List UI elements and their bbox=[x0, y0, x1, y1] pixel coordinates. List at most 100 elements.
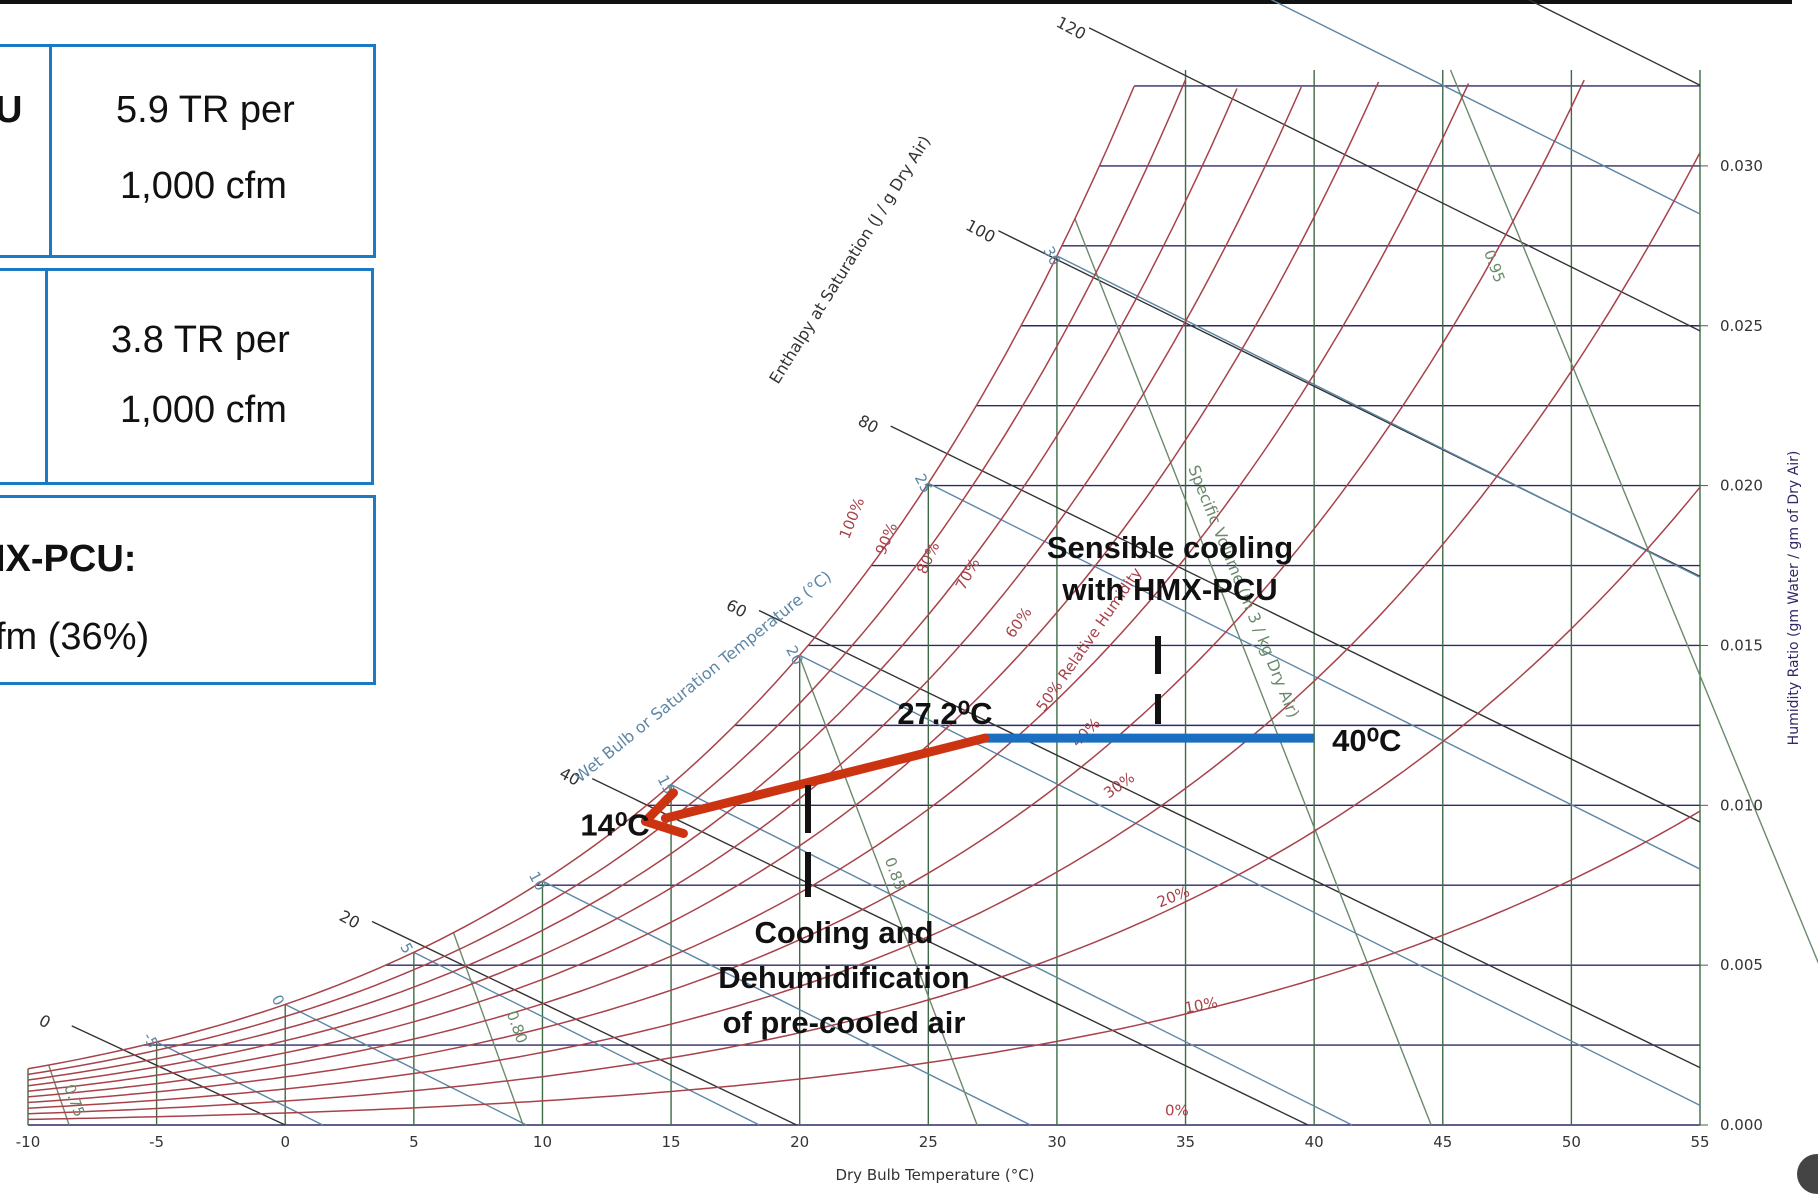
enthalpy-line bbox=[758, 609, 1701, 1069]
specific-volume-line bbox=[47, 1064, 70, 1126]
x-tick-label: 35 bbox=[1176, 1133, 1195, 1151]
x-tick-label: 50 bbox=[1562, 1133, 1581, 1151]
x-tick-label: -5 bbox=[149, 1133, 164, 1151]
specific-volume-line bbox=[452, 932, 524, 1126]
specific-volume-label: 0.85 bbox=[881, 855, 909, 893]
specific-volume-label: 0.95 bbox=[1480, 247, 1508, 285]
x-tick-label: -10 bbox=[16, 1133, 41, 1151]
table-row-1-left-fragment: U bbox=[0, 89, 23, 131]
enthalpy-label: 20 bbox=[336, 906, 363, 932]
specific-volume-lines bbox=[47, 69, 1818, 1126]
enthalpy-line bbox=[1527, 0, 1701, 86]
rh-curve-20 bbox=[27, 486, 1701, 1115]
dry-bulb-grid-lines bbox=[27, 70, 1701, 1125]
specific-volume-line bbox=[798, 655, 978, 1126]
rh-label: 100% bbox=[836, 495, 869, 542]
relative-humidity-curves bbox=[27, 79, 1701, 1121]
axis-ticks: -10 -5 0 5 10 15 20 25 30 35 40 45 50 55 Dry Bulb Temp… bbox=[16, 157, 1802, 1184]
enthalpy-line bbox=[1088, 27, 1701, 332]
table-row-2-divider bbox=[45, 271, 48, 482]
table-row-3-line2: fm (36%) bbox=[0, 616, 150, 658]
corner-decoration bbox=[1797, 1154, 1818, 1194]
rh-curve-40 bbox=[27, 79, 1585, 1104]
y-tick-label: 0.015 bbox=[1720, 636, 1763, 654]
wet-bulb-line bbox=[799, 654, 1701, 1106]
wet-bulb-label: -5 bbox=[139, 1029, 162, 1051]
wet-bulb-line bbox=[1270, 0, 1701, 215]
x-axis-label: Dry Bulb Temperature (°C) bbox=[835, 1166, 1034, 1184]
rh-curve-70 bbox=[27, 86, 1302, 1087]
y-tick-label: 0.025 bbox=[1720, 317, 1763, 335]
table-row-1-divider bbox=[49, 47, 52, 255]
y-tick-label: 0.020 bbox=[1720, 477, 1763, 495]
rh-label: 60% bbox=[1002, 604, 1036, 642]
wet-bulb-line bbox=[413, 951, 760, 1126]
enthalpy-line bbox=[71, 1025, 286, 1126]
sensible-label-line1: Sensible cooling bbox=[1047, 530, 1293, 565]
x-tick-label: 5 bbox=[409, 1133, 419, 1151]
table-row-1-value-line2: 1,000 cfm bbox=[120, 165, 287, 207]
dehum-leader-bar-bottom bbox=[805, 852, 811, 897]
specific-volume-line bbox=[1449, 69, 1818, 964]
table-row-1-value-line1: 5.9 TR per bbox=[116, 89, 295, 131]
rh-label: 90% bbox=[872, 520, 902, 558]
wet-bulb-label: 20 bbox=[782, 643, 807, 668]
enthalpy-line bbox=[591, 777, 1309, 1126]
x-tick-label: 0 bbox=[280, 1133, 290, 1151]
wet-bulb-axis-label: Wet Bulb or Saturation Temperature (°C) bbox=[571, 567, 835, 786]
table-row-2-value-line1: 3.8 TR per bbox=[111, 319, 290, 361]
sensible-leader-bar-top bbox=[1155, 636, 1161, 674]
specific-volume-line bbox=[1074, 218, 1432, 1126]
wet-bulb-lines bbox=[156, 0, 1701, 1126]
x-tick-label: 25 bbox=[919, 1133, 938, 1151]
dehum-leader-bar-top bbox=[805, 785, 811, 833]
dehum-label-line3: of pre-cooled air bbox=[723, 1005, 966, 1040]
dehumidification-arrow-head bbox=[640, 788, 688, 838]
dehum-label-line2: Dehumidification bbox=[718, 960, 969, 995]
rh-label: 70% bbox=[952, 555, 984, 593]
specific-volume-label: 0.80 bbox=[503, 1008, 531, 1046]
rh-curve-50 bbox=[27, 83, 1470, 1098]
top-rule bbox=[0, 0, 1792, 4]
rh-curve-10 bbox=[27, 810, 1701, 1121]
enthalpy-axis-label: Enthalpy at Saturation (J / g Dry Air) bbox=[765, 132, 934, 387]
enthalpy-label: 100 bbox=[963, 216, 999, 247]
y-tick-label: 0.010 bbox=[1720, 796, 1763, 814]
dehumidification-line bbox=[660, 733, 990, 823]
process-lines bbox=[640, 733, 1315, 838]
x-tick-label: 40 bbox=[1305, 1133, 1324, 1151]
y-tick-label: 0.005 bbox=[1720, 956, 1763, 974]
enthalpy-line bbox=[890, 425, 1701, 823]
wet-bulb-line bbox=[542, 880, 1031, 1126]
enthalpy-line bbox=[371, 920, 797, 1126]
x-tick-label: 15 bbox=[662, 1133, 681, 1151]
sensible-leader-bar-bottom bbox=[1155, 694, 1161, 724]
rh-label: 0% bbox=[1165, 1101, 1189, 1119]
table-row-3-line1: IX-PCU: bbox=[0, 538, 137, 580]
wet-bulb-line bbox=[284, 1003, 527, 1126]
y-tick-label: 0.000 bbox=[1720, 1116, 1763, 1134]
x-tick-label: 20 bbox=[790, 1133, 809, 1151]
rh-label: 40% bbox=[1068, 714, 1104, 750]
point-label-40: 40⁰C bbox=[1332, 723, 1401, 758]
enthalpy-label: 120 bbox=[1053, 13, 1089, 44]
enthalpy-label: 60 bbox=[723, 595, 750, 621]
wet-bulb-line bbox=[1056, 255, 1701, 579]
table-row-2: 3.8 TR per 1,000 cfm bbox=[0, 268, 374, 485]
x-tick-label: 45 bbox=[1433, 1133, 1452, 1151]
enthalpy-lines bbox=[71, 0, 1701, 1126]
point-label-14: 14⁰C bbox=[580, 807, 649, 842]
process-annotations: 40⁰C 27.2⁰C 14⁰C Sensible cooling with HMX-P… bbox=[580, 530, 1401, 1040]
table-row-3: IX-PCU: fm (36%) bbox=[0, 495, 376, 685]
enthalpy-label: 0 bbox=[36, 1011, 54, 1033]
rh-curve-100 bbox=[27, 86, 1135, 1070]
sensible-label-line2: with HMX-PCU bbox=[1061, 572, 1277, 607]
rh-curve-90 bbox=[27, 79, 1187, 1076]
point-label-27: 27.2⁰C bbox=[897, 696, 992, 731]
rh-label: 10% bbox=[1183, 994, 1219, 1018]
rh-label: 30% bbox=[1100, 768, 1138, 802]
y-axis-label: Humidity Ratio (gm Water / gm of Dry Air… bbox=[1786, 451, 1802, 746]
x-tick-label: 30 bbox=[1047, 1133, 1066, 1151]
table-row-2-value-line2: 1,000 cfm bbox=[120, 389, 287, 431]
